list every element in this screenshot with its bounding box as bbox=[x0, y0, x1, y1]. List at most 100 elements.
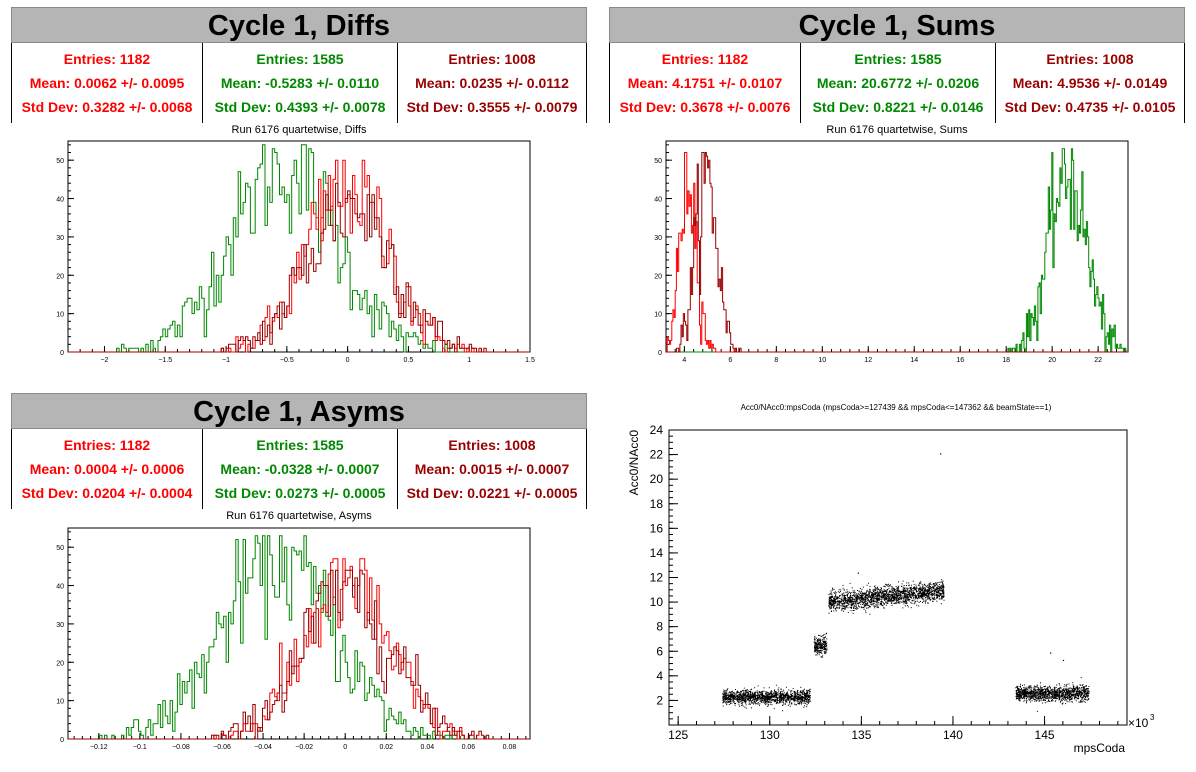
stat-box-green: Entries: 1585 Mean: 20.6772 +/- 0.0206 S… bbox=[801, 43, 996, 123]
entries-label: Entries: 1008 bbox=[448, 51, 536, 67]
stddev-label: Std Dev: 0.0221 +/- 0.0005 bbox=[406, 485, 578, 501]
mean-label: Mean: 4.1751 +/- 0.0107 bbox=[627, 75, 783, 91]
entries-label: Entries: 1008 bbox=[448, 437, 536, 453]
histogram-series bbox=[68, 558, 530, 740]
x-tick-label: 14 bbox=[910, 357, 918, 364]
stat-box-red: Entries: 1182 Mean: 4.1751 +/- 0.0107 St… bbox=[610, 43, 801, 123]
histogram-sums: 4 6 8 10 12 14 16 18 20 22 0 10 20 30 40 50 bbox=[654, 140, 1129, 364]
mean-label: Mean: -0.5283 +/- 0.0110 bbox=[220, 75, 380, 91]
x-tick-label: 18 bbox=[1002, 357, 1010, 364]
y-tick-label: 20 bbox=[650, 472, 664, 486]
scatter-points bbox=[722, 579, 1090, 712]
mean-label: Mean: 4.9536 +/- 0.0149 bbox=[1012, 75, 1168, 91]
mean-label: Mean: 20.6772 +/- 0.0206 bbox=[816, 75, 980, 91]
x-tick-label: 0 bbox=[346, 357, 350, 364]
stddev-label: Std Dev: 0.3282 +/- 0.0068 bbox=[21, 99, 193, 115]
y-tick-label: 40 bbox=[56, 197, 64, 204]
x-tick-label: 0 bbox=[343, 744, 347, 751]
x-tick-label: 4 bbox=[682, 357, 686, 364]
scatter-outlier bbox=[1062, 659, 1065, 662]
y-tick-label: 10 bbox=[56, 312, 64, 319]
stddev-label: Std Dev: 0.3555 +/- 0.0079 bbox=[406, 99, 578, 115]
entries-label: Entries: 1008 bbox=[1046, 51, 1134, 67]
mean-label: Mean: 0.0015 +/- 0.0007 bbox=[414, 461, 570, 477]
x-tick-label: 10 bbox=[818, 357, 826, 364]
panel-title: Cycle 1, Asyms bbox=[11, 393, 587, 429]
y-tick-label: 2 bbox=[656, 693, 663, 707]
stddev-label: Std Dev: 0.4393 +/- 0.0078 bbox=[214, 99, 386, 115]
x-tick-label: 16 bbox=[956, 357, 964, 364]
histogram-series bbox=[68, 182, 530, 353]
y-tick-label: 8 bbox=[656, 620, 663, 634]
y-tick-label: 18 bbox=[650, 497, 664, 511]
x-tick-label: 135 bbox=[851, 728, 871, 742]
scatter-outlier bbox=[940, 453, 942, 455]
x-tick-label: −0.04 bbox=[254, 744, 272, 751]
x-tick-label: −0.1 bbox=[133, 744, 147, 751]
x-tick-label: 22 bbox=[1094, 357, 1102, 364]
stat-box-green: Entries: 1585 Mean: -0.5283 +/- 0.0110 S… bbox=[203, 43, 398, 123]
scatter-outlier bbox=[1050, 652, 1052, 654]
x-tick-label: −0.5 bbox=[280, 357, 294, 364]
entries-label: Entries: 1182 bbox=[63, 51, 151, 67]
y-tick-label: 24 bbox=[650, 423, 664, 437]
histogram-series bbox=[666, 148, 1128, 353]
x-tick-label: 1.5 bbox=[525, 357, 535, 364]
y-tick-label: 22 bbox=[650, 448, 664, 462]
panel-title: Cycle 1, Sums bbox=[609, 7, 1185, 43]
plot-frame bbox=[67, 527, 531, 740]
x-tick-label: 6 bbox=[728, 357, 732, 364]
x-tick-label: 0.02 bbox=[379, 744, 393, 751]
stddev-label: Std Dev: 0.0204 +/- 0.0004 bbox=[21, 485, 193, 501]
stddev-label: Std Dev: 0.0273 +/- 0.0005 bbox=[214, 485, 386, 501]
plot-frame bbox=[665, 140, 1129, 353]
plot-frame bbox=[67, 140, 531, 353]
y-tick-label: 50 bbox=[654, 158, 662, 165]
scatter-acc0: 125 130 135 140 14524681012141618202224Acc0/… bbox=[627, 403, 1155, 755]
mean-label: Mean: -0.0328 +/- 0.0007 bbox=[220, 461, 380, 477]
histogram-series bbox=[68, 535, 530, 740]
x-tick-label: −2 bbox=[100, 357, 108, 364]
entries-label: Entries: 1585 bbox=[854, 51, 942, 67]
histogram-diffs: −2 −1.5 −1 −0.5 0 0.5 1 1.5 0 10 20 30 40 50 bbox=[56, 140, 535, 364]
histogram-asyms: −0.12 −0.1 −0.08 −0.06 −0.04 −0.02 0 0.02 0.04 0.… bbox=[56, 527, 531, 751]
entries-label: Entries: 1585 bbox=[256, 51, 344, 67]
mean-label: Mean: 0.0235 +/- 0.0112 bbox=[415, 75, 569, 91]
scatter-outlier bbox=[857, 572, 859, 574]
y-tick-label: 12 bbox=[650, 571, 664, 585]
stat-box-green: Entries: 1585 Mean: -0.0328 +/- 0.0007 S… bbox=[203, 429, 398, 509]
x-tick-label: 125 bbox=[668, 728, 688, 742]
stddev-label: Std Dev: 0.4735 +/- 0.0105 bbox=[1004, 99, 1176, 115]
y-tick-label: 30 bbox=[56, 235, 64, 242]
x-tick-label: −0.08 bbox=[172, 744, 190, 751]
histogram-series bbox=[666, 152, 1128, 353]
stats-row: Entries: 1182 Mean: 0.0004 +/- 0.0006 St… bbox=[11, 429, 587, 509]
x-tick-label: −0.02 bbox=[295, 744, 313, 751]
y-tick-label: 0 bbox=[60, 737, 64, 744]
y-tick-label: 10 bbox=[56, 699, 64, 706]
x-tick-label: −0.12 bbox=[90, 744, 108, 751]
y-tick-label: 10 bbox=[650, 595, 664, 609]
histogram-series bbox=[666, 152, 1128, 353]
plot-caption: Run 6176 quartetwise, Asyms bbox=[226, 510, 372, 522]
x-tick-label: 20 bbox=[1048, 357, 1056, 364]
entries-label: Entries: 1182 bbox=[63, 437, 151, 453]
y-tick-label: 40 bbox=[56, 584, 64, 591]
histogram-series bbox=[68, 569, 530, 740]
stat-box-darkred: Entries: 1008 Mean: 0.0015 +/- 0.0007 St… bbox=[398, 429, 586, 509]
mean-label: Mean: 0.0062 +/- 0.0095 bbox=[29, 75, 185, 91]
x-tick-label: 1 bbox=[467, 357, 471, 364]
x-tick-label: 0.04 bbox=[421, 744, 435, 751]
y-tick-label: 14 bbox=[650, 546, 664, 560]
histogram-series bbox=[68, 144, 530, 353]
stddev-label: Std Dev: 0.8221 +/- 0.0146 bbox=[812, 99, 984, 115]
y-tick-label: 40 bbox=[654, 197, 662, 204]
y-tick-label: 30 bbox=[56, 622, 64, 629]
x-multiplier-exponent: 3 bbox=[1150, 713, 1155, 722]
x-tick-label: 0.08 bbox=[503, 744, 517, 751]
y-tick-label: 20 bbox=[654, 273, 662, 280]
y-tick-label: 16 bbox=[650, 521, 664, 535]
plot-caption: Run 6176 quartetwise, Sums bbox=[826, 124, 968, 136]
y-tick-label: 4 bbox=[656, 669, 663, 683]
